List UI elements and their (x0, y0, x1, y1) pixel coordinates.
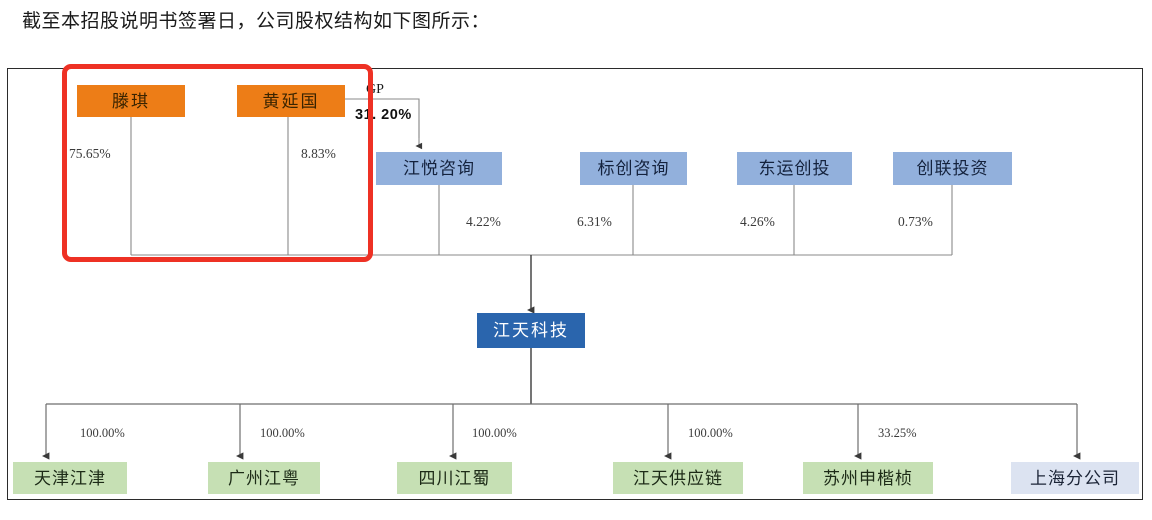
subsidiary-label-suzhou-shenkaizhen: 苏州申楷桢 (823, 468, 913, 488)
percent-tengqi: 75.65% (69, 146, 111, 161)
percent-subsidiary-5: 33.25% (878, 426, 917, 440)
core-company-label: 江天科技 (493, 321, 569, 340)
subsidiary-node-jiangtian-supply-chain[interactable]: 江天供应链 (613, 462, 743, 494)
subsidiary-node-suzhou-shenkaizhen[interactable]: 苏州申楷桢 (803, 462, 933, 494)
percent-subsidiary-1: 100.00% (80, 426, 125, 440)
percent-gp: 31. 20% (355, 107, 412, 123)
platform-label-chuanglian: 创联投资 (916, 159, 989, 178)
percent-subsidiary-4: 100.00% (688, 426, 733, 440)
subsidiary-node-tianjin-jiangjin[interactable]: 天津江津 (13, 462, 127, 494)
subsidiary-node-sichuan-jiangshu[interactable]: 四川江蜀 (397, 462, 512, 494)
percent-subsidiary-3: 100.00% (472, 426, 517, 440)
platform-node-dongyun[interactable]: 东运创投 (737, 152, 852, 185)
shareholder-node-huangyanguo[interactable]: 黄延国 (237, 85, 345, 117)
percent-biaochuang: 6.31% (577, 214, 612, 229)
platform-node-chuanglian[interactable]: 创联投资 (893, 152, 1012, 185)
percent-dongyun: 4.26% (740, 214, 775, 229)
subsidiary-label-guangzhou-jiangyue: 广州江粤 (228, 468, 300, 488)
shareholder-label-tengqi: 滕琪 (112, 91, 150, 111)
platform-node-jiangyue[interactable]: 江悦咨询 (376, 152, 502, 185)
platform-label-biaochuang: 标创咨询 (597, 159, 670, 178)
shareholder-node-tengqi[interactable]: 滕琪 (77, 85, 185, 117)
shareholder-label-huangyanguo: 黄延国 (262, 91, 320, 111)
subsidiary-node-shanghai-branch[interactable]: 上海分公司 (1011, 462, 1139, 494)
percent-jiangyue: 4.22% (466, 214, 501, 229)
subsidiary-label-sichuan-jiangshu: 四川江蜀 (418, 468, 491, 488)
platform-label-dongyun: 东运创投 (758, 159, 831, 178)
platform-node-biaochuang[interactable]: 标创咨询 (580, 152, 687, 185)
percent-subsidiary-2: 100.00% (260, 426, 305, 440)
percent-chuanglian: 0.73% (898, 214, 933, 229)
platform-label-jiangyue: 江悦咨询 (403, 159, 475, 178)
subsidiary-node-guangzhou-jiangyue[interactable]: 广州江粤 (208, 462, 320, 494)
page-title: 截至本招股说明书签署日，公司股权结构如下图所示： (22, 11, 491, 32)
subsidiary-label-jiangtian-supply-chain: 江天供应链 (633, 468, 723, 488)
subsidiary-label-shanghai-branch: 上海分公司 (1030, 468, 1120, 488)
ownership-structure-diagram (7, 68, 1143, 500)
percent-huangyanguo: 8.83% (301, 146, 336, 161)
subsidiary-label-tianjin-jiangjin: 天津江津 (34, 468, 106, 488)
core-company-node[interactable]: 江天科技 (477, 313, 585, 348)
gp-label: GP (366, 82, 384, 97)
